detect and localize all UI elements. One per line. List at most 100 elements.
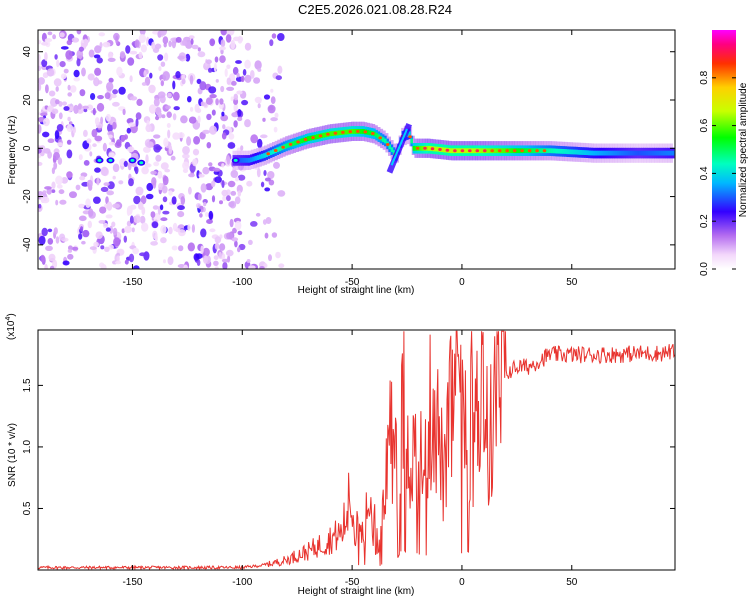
noise-blob bbox=[108, 244, 114, 250]
noise-blob bbox=[237, 230, 243, 236]
noise-blob bbox=[40, 254, 46, 263]
snr-panel: -150 -100 -50 0 50 0.5 1.0 1.5 Height of strai… bbox=[5, 313, 676, 597]
noise-blob bbox=[129, 96, 138, 101]
x-tick-label: -150 bbox=[122, 577, 142, 588]
noise-blob bbox=[162, 175, 169, 186]
noise-blob bbox=[54, 54, 58, 60]
noise-blob bbox=[160, 225, 167, 234]
noise-blob bbox=[107, 51, 114, 59]
noise-blob bbox=[237, 190, 242, 197]
noise-blob bbox=[157, 91, 166, 99]
noise-blob bbox=[240, 145, 244, 151]
colorbar-axis: 0.0 0.2 0.4 0.6 0.8 bbox=[699, 70, 736, 276]
ridge-core bbox=[434, 146, 438, 152]
noise-blob bbox=[277, 33, 285, 41]
noise-blob bbox=[68, 245, 73, 251]
ridge-core bbox=[377, 134, 381, 140]
ridge-bead bbox=[266, 152, 271, 156]
noise-blob bbox=[149, 72, 153, 79]
noise-blob bbox=[47, 31, 53, 36]
ridge-core bbox=[243, 157, 247, 163]
ridge-core bbox=[627, 150, 631, 156]
noise-blob bbox=[135, 112, 142, 120]
noise-blob bbox=[178, 245, 184, 252]
noise-blob bbox=[221, 132, 227, 140]
colorbar-tick-label: 0.0 bbox=[699, 262, 710, 276]
noise-blob bbox=[234, 220, 242, 231]
noise-blob bbox=[162, 196, 168, 203]
ridge-bead bbox=[415, 146, 420, 150]
noise-blob bbox=[61, 177, 69, 184]
noise-blob bbox=[240, 75, 245, 83]
noise-blob bbox=[83, 108, 88, 113]
noise-blob bbox=[264, 187, 271, 192]
noise-blob bbox=[233, 102, 238, 113]
ridge-core bbox=[557, 148, 561, 154]
noise-blob bbox=[150, 241, 159, 246]
ridge-core bbox=[590, 150, 594, 156]
noise-blob bbox=[116, 139, 122, 147]
noise-blob bbox=[202, 247, 210, 257]
noise-blob bbox=[244, 119, 251, 128]
noise-blob bbox=[196, 78, 202, 85]
noise-blob bbox=[173, 106, 180, 111]
noise-blob bbox=[66, 124, 74, 132]
ridge-bead bbox=[281, 145, 285, 149]
ridge-core bbox=[291, 141, 295, 147]
noise-blob bbox=[87, 73, 95, 81]
noise-blob bbox=[208, 67, 213, 73]
noise-blob bbox=[162, 210, 170, 215]
noise-blob bbox=[75, 184, 81, 191]
ridge-core bbox=[487, 148, 490, 154]
x-tick-label: 50 bbox=[566, 577, 578, 588]
ridge-core bbox=[581, 150, 585, 155]
noise-blob bbox=[192, 148, 200, 156]
noise-blob bbox=[38, 147, 42, 154]
noise-blob bbox=[81, 240, 86, 245]
ridge-core bbox=[278, 146, 282, 152]
ridge-core bbox=[570, 149, 574, 155]
noise-blob bbox=[42, 131, 50, 138]
ridge-core bbox=[612, 150, 616, 156]
ridge-core bbox=[614, 150, 618, 156]
noise-blob bbox=[180, 115, 188, 124]
noise-blob bbox=[160, 61, 166, 67]
noise-blob bbox=[255, 212, 261, 217]
ridge-bead bbox=[311, 136, 315, 140]
noise-blob bbox=[270, 88, 274, 93]
noise-blob bbox=[172, 80, 176, 90]
ridge-core bbox=[630, 150, 633, 156]
noise-blob bbox=[246, 180, 253, 187]
ridge-core bbox=[353, 129, 356, 134]
noise-blob bbox=[220, 39, 226, 48]
noise-blob bbox=[118, 180, 124, 185]
noise-blob bbox=[159, 30, 167, 36]
noise-blob bbox=[72, 126, 77, 134]
noise-blob bbox=[73, 69, 80, 78]
noise-blob bbox=[51, 108, 59, 115]
ridge-core bbox=[671, 150, 675, 156]
noise-blob bbox=[112, 121, 117, 130]
ridge-core bbox=[601, 150, 605, 156]
noise-blob bbox=[151, 41, 156, 50]
ridge-core bbox=[553, 148, 556, 154]
noise-blob bbox=[96, 102, 105, 112]
noise-blob bbox=[56, 59, 60, 68]
x-tick-label: 50 bbox=[566, 277, 578, 288]
noise-blob bbox=[76, 30, 82, 35]
noise-blob bbox=[257, 103, 261, 109]
noise-blob bbox=[104, 246, 110, 252]
noise-blob bbox=[119, 51, 126, 59]
noise-blob bbox=[211, 180, 216, 188]
noise-blob bbox=[153, 161, 160, 167]
noise-blob bbox=[41, 196, 50, 204]
ridge-core bbox=[344, 129, 348, 135]
noise-blob bbox=[214, 176, 222, 184]
noise-blob bbox=[232, 227, 237, 234]
ridge-seed-core bbox=[108, 158, 113, 162]
ridge-core bbox=[577, 149, 580, 155]
ridge-bead bbox=[288, 142, 293, 146]
noise-blob bbox=[112, 203, 120, 209]
ridge-core bbox=[592, 150, 596, 156]
